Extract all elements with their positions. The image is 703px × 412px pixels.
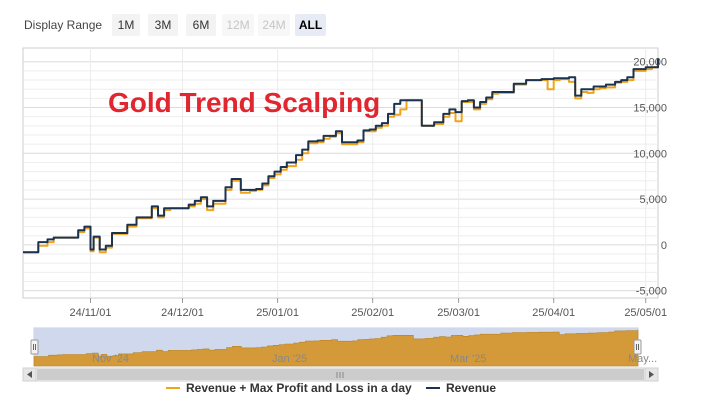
range-button-12m[interactable]: 12M	[222, 14, 254, 36]
y-tick-label: -5,000	[636, 286, 667, 298]
x-tick-labels: 24/11/01 24/12/01 25/01/01 25/02/01 25/03/01…	[69, 298, 667, 319]
series-lines	[23, 58, 659, 254]
scrollbar[interactable]	[22, 367, 659, 382]
y-tick-label: 20,000	[633, 57, 667, 69]
navigator-label: Jan '25	[272, 353, 307, 365]
x-gridlines	[89, 48, 647, 298]
range-selector: Display Range 1M 3M 6M 12M 24M ALL	[0, 14, 703, 38]
y-tick-labels: -5,000 0 5,000 10,000 15,000 20,000	[633, 57, 667, 298]
legend-item-revenue-max[interactable]: Revenue + Max Profit and Loss in a day	[166, 381, 412, 395]
navigator-handle-right[interactable]	[633, 339, 642, 355]
y-tick-label: 5,000	[639, 194, 667, 206]
range-button-6m[interactable]: 6M	[186, 14, 216, 36]
x-tick-label: 25/02/01	[351, 307, 394, 319]
navigator-handle-left[interactable]	[30, 339, 39, 355]
legend-item-revenue[interactable]: Revenue	[426, 381, 496, 395]
x-tick-label: 25/04/01	[532, 307, 575, 319]
navigator-area	[33, 329, 639, 367]
navigator: Nov '24 Jan '25 Mar '25 May...	[30, 327, 657, 367]
navigator-label: Nov '24	[92, 353, 129, 365]
range-selector-label: Display Range	[24, 18, 103, 32]
chart-title-overlay: Gold Trend Scalping	[108, 87, 380, 118]
y-tick-label: 10,000	[633, 148, 667, 160]
range-button-3m[interactable]: 3M	[148, 14, 178, 36]
y-tick-label: 0	[661, 240, 667, 252]
series-line-revenue	[23, 58, 659, 254]
range-button-1m[interactable]: 1M	[112, 14, 140, 36]
plot-area	[22, 47, 659, 299]
y-tick-label: 15,000	[633, 103, 667, 115]
navigator-labels: Nov '24 Jan '25 Mar '25 May...	[92, 353, 657, 365]
x-tick-label: 25/01/01	[256, 307, 299, 319]
range-button-24m[interactable]: 24M	[258, 14, 290, 36]
x-tick-label: 25/03/01	[437, 307, 480, 319]
x-tick-label: 24/11/01	[69, 307, 111, 319]
legend: Revenue + Max Profit and Loss in a day R…	[166, 381, 496, 395]
scrollbar-left-arrow[interactable]	[22, 367, 37, 382]
legend-label-revenue: Revenue	[446, 381, 496, 395]
x-tick-label: 24/12/01	[161, 307, 204, 319]
navigator-label: Mar '25	[450, 353, 486, 365]
x-tick-label: 25/05/01	[624, 307, 667, 319]
navigator-label: May...	[628, 353, 657, 365]
scrollbar-right-arrow[interactable]	[644, 367, 659, 382]
legend-label-revenue-max: Revenue + Max Profit and Loss in a day	[186, 381, 412, 395]
range-button-all[interactable]: ALL	[295, 14, 326, 36]
